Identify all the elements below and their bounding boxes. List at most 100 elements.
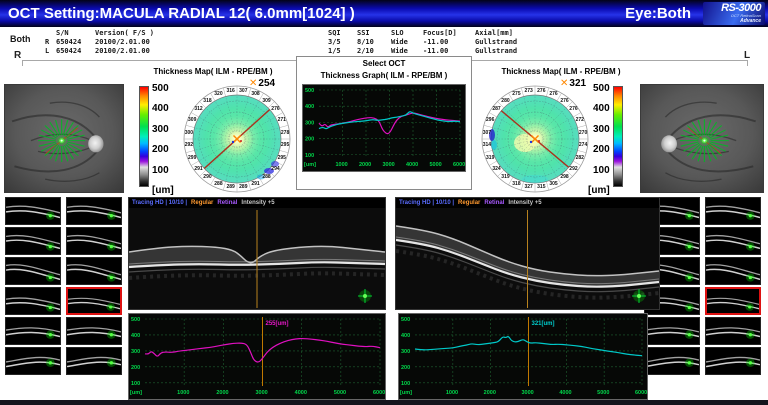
sector-thickness-value: 318 [203, 97, 212, 104]
svg-text:300: 300 [131, 349, 140, 355]
svg-text:6000: 6000 [453, 162, 465, 168]
crosshair-thickness-value: 321[um] [532, 321, 555, 327]
fovea-marker-icon: ✕ [249, 78, 258, 89]
sector-thickness-value: 289 [239, 184, 248, 191]
scale-labels: 500 400 300 200 100 [um] [588, 84, 610, 196]
sector-thickness-value: 272 [575, 117, 584, 124]
oct-bscan-right-eye[interactable]: Tracing HD | 10/10 | Regular Retinal Int… [128, 197, 386, 310]
scan-thumbnail[interactable] [66, 257, 122, 285]
scan-thumbnail[interactable] [66, 347, 122, 375]
brand-logo: RS-3000 OCT RetinaScan Advance [703, 2, 765, 25]
scan-thumbnail[interactable] [705, 257, 761, 285]
col-sqi: SQI [328, 29, 341, 37]
svg-text:4000: 4000 [559, 390, 571, 396]
oct-bscan-left-eye[interactable]: Tracing HD | 10/10 | Regular Retinal Int… [395, 197, 660, 310]
scale-labels: 500 400 300 200 100 [um] [152, 84, 174, 196]
sector-thickness-value: 319 [501, 174, 510, 181]
scan-thumbnail[interactable] [5, 317, 61, 345]
thickness-map-right-eye[interactable]: 300 309 312 318 320 316 307 308 309 276 271 278 295 2… [183, 85, 291, 193]
thickness-graph-right-eye[interactable]: 500 400 300 200 100 [um] 1000 2000 3000 4000 5000 6… [128, 313, 386, 400]
fovea-marker-icon: ✕ [560, 78, 569, 89]
thickness-graph-left-eye[interactable]: 500 400 300 200 100 [um] 1000 2000 3000 4000 5000 6… [398, 313, 648, 400]
select-oct-label: Select OCT [362, 59, 406, 68]
sector-thickness-value: 308 [251, 91, 260, 98]
center-thickness-left-eye: ✕321 [560, 78, 587, 89]
fixation-marker [363, 294, 367, 298]
color-gradient-bar [139, 86, 149, 187]
thickness-map-left-eye[interactable]: 307 296 287 280 275 273 276 276 276 276 272 270 274 2… [481, 85, 589, 193]
col-slo: SLO [391, 29, 404, 37]
sector-thickness-value: 290 [203, 174, 212, 181]
row-r-sn: 650424 [56, 38, 82, 46]
scale-300: 300 [592, 123, 610, 135]
scan-thumbnail[interactable] [5, 257, 61, 285]
exam-info-table: Both S/N Version( F/S ) SQI SSI SLO Focu… [0, 27, 768, 59]
thickness-graph-both[interactable]: 500 400 300 200 100 [um] 1000 2000 3000 4000 5000 6… [302, 84, 466, 172]
row-l-axial: Gullstrand [475, 47, 518, 55]
scan-thumbnail[interactable] [705, 347, 761, 375]
scan-thumbnail[interactable] [644, 317, 700, 345]
sector-thickness-value: 276 [271, 106, 280, 113]
scan-thumbnail[interactable] [5, 197, 61, 225]
scan-thumbnail[interactable] [5, 287, 61, 315]
scan-thumbnail[interactable] [5, 227, 61, 255]
sector-thickness-value: 299 [188, 154, 197, 161]
sector-thickness-value: 320 [214, 91, 223, 98]
col-axial: Axial[mm] [475, 29, 513, 37]
row-r-focus: -11.00 [423, 38, 449, 46]
fundus-image-left-eye[interactable] [640, 84, 764, 193]
optic-disc [88, 135, 104, 153]
sector-thickness-value: 296 [486, 117, 495, 124]
bscan-image [129, 208, 385, 309]
page-title: OCT Setting:MACULA RADIAL 12( 6.0mm[1024… [8, 5, 355, 22]
scan-thumbnail[interactable] [66, 227, 122, 255]
row-l-focus: -11.00 [423, 47, 449, 55]
center-thickness-right-eye: ✕254 [249, 78, 276, 89]
scan-thumbnail-selected[interactable] [66, 287, 122, 315]
sector-thickness-value: 324 [492, 165, 501, 172]
row-l-sqi: 1/5 [328, 47, 341, 55]
svg-text:3000: 3000 [522, 390, 534, 396]
scan-type: Retinal [484, 200, 505, 206]
row-l-ssi: 2/10 [357, 47, 374, 55]
scan-thumbnail[interactable] [705, 227, 761, 255]
scan-thumbnail[interactable] [705, 317, 761, 345]
svg-text:400: 400 [131, 333, 140, 339]
sector-thickness-value: 288 [214, 180, 223, 187]
scale-unit: [um] [152, 184, 174, 196]
eye-mode-label: Eye:Both [625, 5, 691, 22]
svg-text:200: 200 [305, 137, 314, 143]
svg-text:6000: 6000 [373, 390, 385, 396]
sector-thickness-value: 300 [184, 129, 194, 136]
scan-thumbnail-selected[interactable] [705, 287, 761, 315]
scale-200: 200 [152, 144, 169, 156]
svg-text:500: 500 [401, 317, 410, 323]
scan-thumbnail[interactable] [5, 347, 61, 375]
sector-thickness-value: 276 [549, 91, 558, 98]
scan-thumbnail[interactable] [66, 197, 122, 225]
row-r-slo: Wide [391, 38, 408, 46]
scan-thumbnail[interactable] [644, 347, 700, 375]
crosshair-thickness-value: 255[um] [266, 321, 289, 327]
eye-group-label: Both [10, 34, 31, 44]
scan-type: Retinal [217, 200, 238, 206]
color-gradient-bar [612, 86, 623, 187]
row-l-slo: Wide [391, 47, 408, 55]
svg-text:200: 200 [131, 365, 140, 371]
scale-500: 500 [592, 83, 610, 94]
fundus-image-right-eye[interactable] [4, 84, 124, 193]
sector-thickness-value: 276 [569, 106, 578, 113]
thickness-map-title-right-eye: Thickness Map( ILM - RPE/BM ) [153, 67, 273, 76]
svg-text:4000: 4000 [406, 162, 418, 168]
svg-text:2000: 2000 [484, 390, 496, 396]
scan-thumbnail[interactable] [66, 317, 122, 345]
fixation-marker [637, 294, 641, 298]
left-eye-marker: L [744, 50, 751, 61]
scale-100: 100 [152, 164, 169, 176]
sector-thickness-value: 316 [226, 87, 235, 94]
scale-200: 200 [592, 144, 610, 156]
row-r-version: 20100/2.01.00 [95, 38, 150, 46]
scan-thumbnail[interactable] [705, 197, 761, 225]
select-oct-panel[interactable]: Select OCT Thickness Graph( ILM - RPE/BM… [296, 56, 472, 190]
bscan-header: Tracing HD | 10/10 | Regular Retinal Int… [396, 198, 659, 208]
